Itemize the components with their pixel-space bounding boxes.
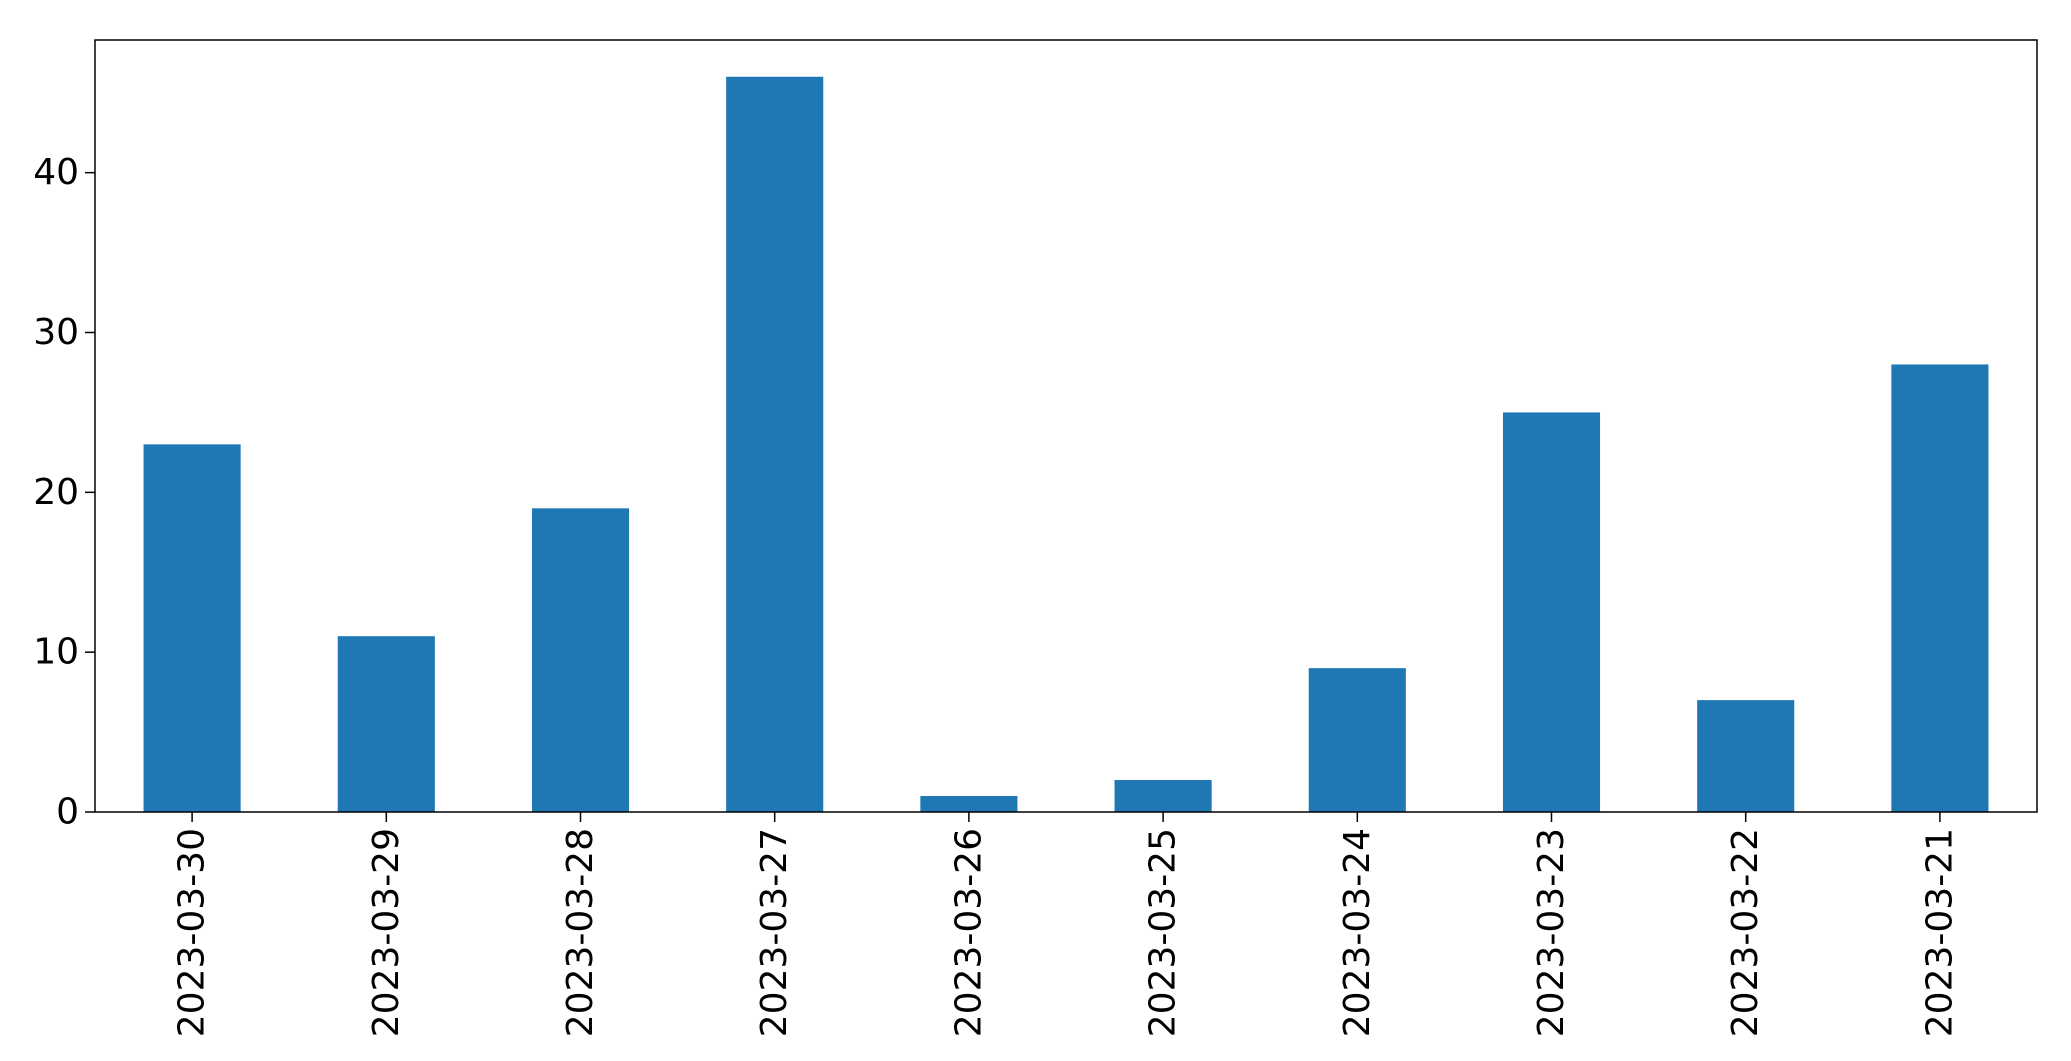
y-axis: 0 10 20 30 40 — [33, 152, 95, 833]
x-tick-label: 2023-03-25 — [1143, 828, 1184, 1037]
x-tick-label: 2023-03-23 — [1531, 828, 1572, 1037]
x-axis: 2023-03-30 2023-03-29 2023-03-28 2023-03-27… — [172, 812, 1960, 1037]
y-tick-label: 10 — [33, 632, 79, 673]
bar-2023-03-29 — [337, 636, 435, 812]
x-tick-label: 2023-03-26 — [948, 828, 989, 1037]
y-tick-label: 30 — [33, 312, 79, 353]
bar-2023-03-28 — [531, 508, 630, 812]
bar-2023-03-22 — [1697, 700, 1795, 812]
bars-group — [143, 76, 1989, 812]
x-tick-label: 2023-03-24 — [1337, 828, 1378, 1037]
bar-2023-03-30 — [143, 444, 241, 812]
x-tick-label: 2023-03-21 — [1919, 828, 1960, 1037]
bar-2023-03-23 — [1502, 412, 1601, 812]
x-tick-label: 2023-03-30 — [172, 828, 213, 1037]
bar-2023-03-25 — [1114, 780, 1212, 812]
y-tick-label: 20 — [33, 472, 79, 513]
bar-2023-03-27 — [726, 76, 824, 812]
bar-2023-03-26 — [920, 796, 1018, 812]
y-tick-label: 40 — [33, 152, 79, 193]
x-tick-label: 2023-03-22 — [1725, 828, 1766, 1037]
plot-frame — [94, 39, 2038, 813]
bar-2023-03-21 — [1891, 364, 1989, 812]
x-tick-label: 2023-03-28 — [560, 828, 601, 1037]
y-tick-label: 0 — [56, 792, 79, 833]
bar-2023-03-24 — [1308, 668, 1406, 812]
x-tick-label: 2023-03-27 — [754, 828, 795, 1037]
x-tick-label: 2023-03-29 — [366, 828, 407, 1037]
